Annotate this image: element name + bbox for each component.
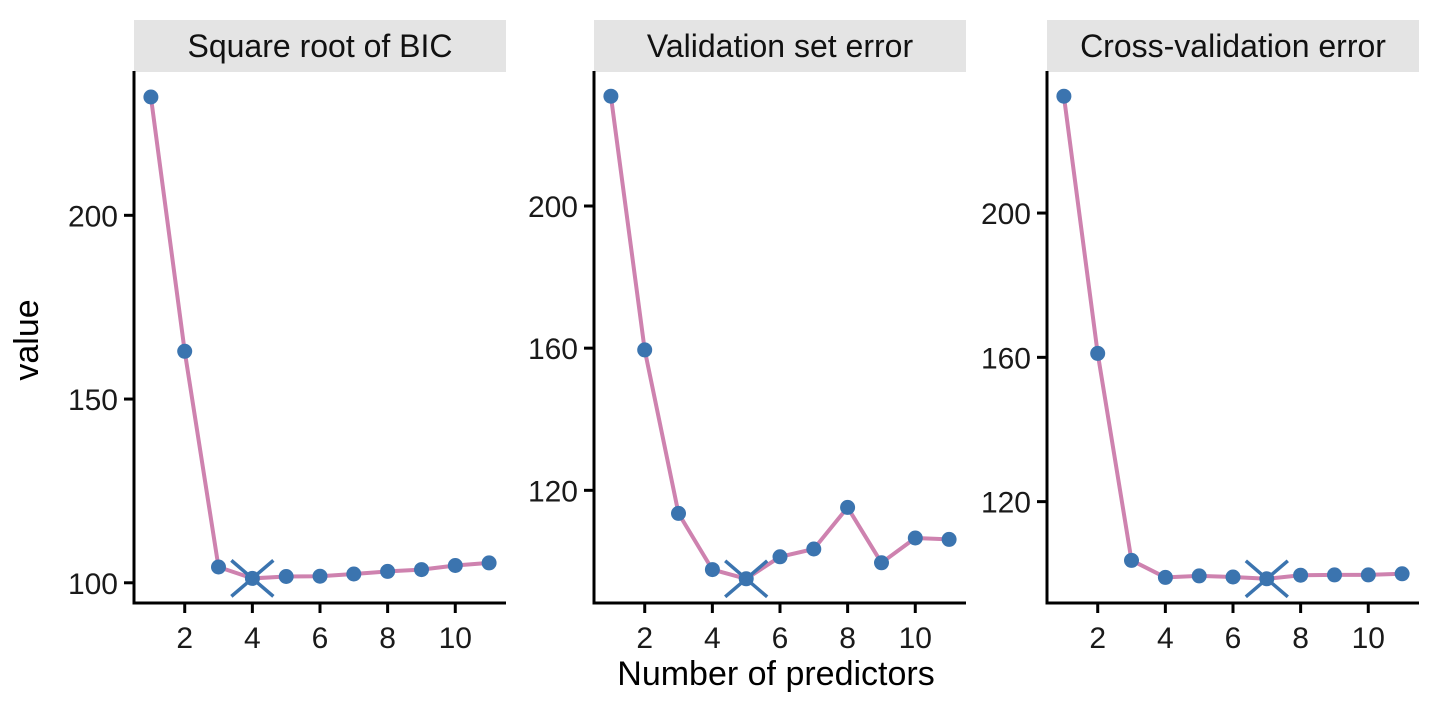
x-tick-label: 2 xyxy=(176,622,193,655)
data-point xyxy=(806,541,822,557)
data-point xyxy=(603,88,619,104)
data-point xyxy=(1090,345,1106,361)
x-tick-label: 10 xyxy=(1352,622,1385,655)
facet-strip xyxy=(594,20,966,72)
data-point xyxy=(143,89,159,105)
data-point xyxy=(1124,552,1139,568)
series-line xyxy=(148,95,492,581)
x-axis-title: Number of predictors xyxy=(617,655,934,693)
x-tick-label: 8 xyxy=(379,622,396,655)
data-point xyxy=(278,569,294,584)
x-tick-label: 10 xyxy=(439,622,472,655)
series-line xyxy=(1061,94,1405,581)
x-marker-stroke xyxy=(230,559,275,598)
min-error-x-marker-icon xyxy=(1244,559,1289,599)
data-point xyxy=(1327,567,1342,583)
facet-strip-title: Cross-validation error xyxy=(1080,28,1386,64)
data-point xyxy=(840,499,856,515)
data-point xyxy=(637,342,653,358)
y-tick-label: 200 xyxy=(981,198,1031,231)
x-tick-label: 6 xyxy=(1225,622,1242,655)
facet-panel: Cross-validation error 120 160 200 2 4 6 8 10 xyxy=(981,20,1419,655)
data-point xyxy=(907,530,923,546)
x-tick-label: 6 xyxy=(312,622,329,655)
y-tick-label: 160 xyxy=(981,342,1031,375)
data-point xyxy=(312,568,328,584)
min-error-x-marker-icon xyxy=(724,559,769,599)
facet-panel: Square root of BIC 100 150 200 2 4 6 8 10 xyxy=(68,20,506,655)
facet-strip-title: Square root of BIC xyxy=(187,28,452,64)
x-marker-stroke xyxy=(724,559,769,599)
x-marker-stroke xyxy=(1244,559,1289,599)
data-point xyxy=(1056,88,1072,104)
y-tick-label: 200 xyxy=(68,200,118,233)
data-point xyxy=(941,531,957,547)
data-point xyxy=(211,559,226,575)
facet-strip-title: Validation set error xyxy=(647,28,914,64)
x-tick-label: 4 xyxy=(704,622,721,655)
data-point xyxy=(704,562,720,578)
data-point xyxy=(447,558,463,573)
data-point xyxy=(1394,566,1410,582)
y-tick-label: 120 xyxy=(528,475,578,508)
series-line xyxy=(608,94,952,581)
data-point xyxy=(1191,568,1207,584)
y-axis-title: value xyxy=(8,299,46,380)
data-point xyxy=(346,566,362,582)
x-tick-label: 4 xyxy=(244,622,261,655)
x-tick-label: 2 xyxy=(636,622,653,655)
x-tick-label: 8 xyxy=(1292,622,1309,655)
facet-strip xyxy=(1047,20,1419,72)
y-tick-label: 160 xyxy=(528,333,578,366)
y-tick-label: 100 xyxy=(68,568,118,601)
data-point xyxy=(380,563,396,579)
min-error-x-marker-icon xyxy=(230,559,275,598)
x-tick-label: 4 xyxy=(1157,622,1174,655)
x-tick-label: 10 xyxy=(899,622,932,655)
facet-panel: Validation set error 120 160 200 2 4 6 8 10 xyxy=(528,20,966,655)
data-point xyxy=(1157,569,1173,585)
data-point xyxy=(1225,569,1241,585)
data-point xyxy=(874,555,889,571)
data-point xyxy=(1293,567,1309,583)
x-tick-label: 6 xyxy=(772,622,789,655)
data-point xyxy=(481,555,497,571)
x-tick-label: 8 xyxy=(839,622,856,655)
x-tick-label: 2 xyxy=(1089,622,1106,655)
y-tick-label: 200 xyxy=(528,191,578,224)
data-point xyxy=(414,562,429,578)
y-tick-label: 120 xyxy=(981,487,1031,520)
data-point xyxy=(1360,567,1376,583)
facet-strip xyxy=(134,20,506,72)
data-point xyxy=(177,343,193,359)
y-tick-label: 150 xyxy=(68,384,118,417)
data-point xyxy=(772,549,788,565)
data-point xyxy=(671,505,686,521)
